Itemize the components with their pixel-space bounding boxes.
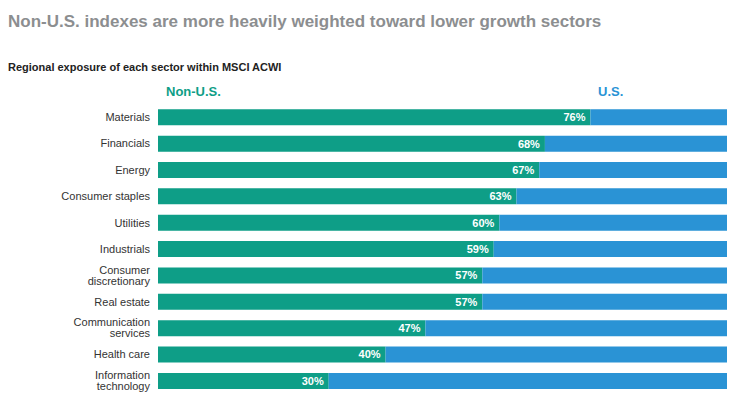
svg-text:40%: 40%	[359, 348, 381, 360]
svg-text:Communicationservices: Communicationservices	[74, 316, 151, 339]
html-text:Regional exposure of each sect: Regional exposure of each sector within …	[8, 61, 282, 73]
svg-text:Utilities: Utilities	[115, 217, 151, 229]
svg-text:76%: 76%	[563, 111, 585, 123]
svg-text:Real estate: Real estate	[94, 296, 150, 308]
svg-text:57%: 57%	[455, 269, 477, 281]
svg-text:Health care: Health care	[94, 348, 150, 360]
svg-text:68%: 68%	[518, 138, 540, 150]
svg-text:59%: 59%	[467, 243, 489, 255]
svg-text:Consumerdiscretionary: Consumerdiscretionary	[88, 264, 151, 287]
svg-text:Materials: Materials	[105, 111, 150, 123]
svg-text:Consumer staples: Consumer staples	[61, 190, 150, 202]
svg-text:67%: 67%	[512, 164, 534, 176]
svg-text:Energy: Energy	[115, 164, 150, 176]
svg-text:Financials: Financials	[100, 137, 150, 149]
html-text:Non-U.S.: Non-U.S.	[166, 84, 221, 99]
svg-text:30%: 30%	[302, 375, 324, 387]
svg-text:63%: 63%	[489, 190, 511, 202]
svg-text:Informationtechnology: Informationtechnology	[95, 369, 151, 392]
svg-text:47%: 47%	[398, 322, 420, 334]
svg-text:Industrials: Industrials	[100, 243, 151, 255]
html-text:Non-U.S. indexes are more heav: Non-U.S. indexes are more heavily weight…	[8, 12, 602, 31]
svg-text:60%: 60%	[472, 217, 494, 229]
html-text:U.S.: U.S.	[598, 84, 624, 99]
svg-text:57%: 57%	[455, 296, 477, 308]
